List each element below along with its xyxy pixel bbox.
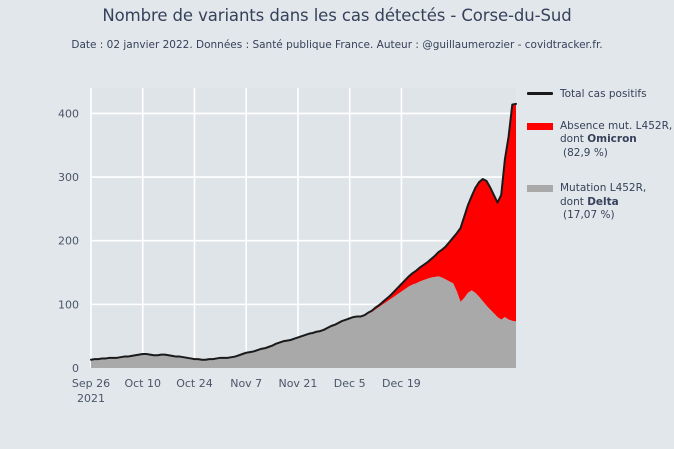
x-axis-tick-label: Sep 26 [72, 377, 110, 390]
x-axis-tick-label: Nov 7 [230, 377, 262, 390]
y-axis-tick-label: 200 [58, 235, 79, 248]
chart-legend: Total cas positifs Absence mut. L452R, d… [527, 88, 674, 235]
legend-swatch-delta [527, 185, 553, 192]
legend-pct-delta: (17,07 %) [563, 209, 615, 221]
legend-label-delta-bold: Delta [587, 195, 619, 208]
legend-label-total: Total cas positifs [560, 88, 647, 100]
x-axis-tick-label: Oct 24 [176, 377, 213, 390]
chart-subtitle: Date : 02 janvier 2022. Données : Santé … [71, 39, 603, 51]
legend-pct-omicron: (82,9 %) [563, 146, 608, 159]
y-axis-tick-label: 300 [58, 171, 79, 184]
page-title: Nombre de variants dans les cas détectés… [102, 6, 572, 25]
legend-label-omicron-line2: dont [560, 133, 588, 145]
legend-label-omicron: Absence mut. L452R, [560, 119, 673, 132]
area-delta [91, 276, 516, 368]
x-axis-tick-label: Nov 21 [278, 377, 317, 390]
x-axis-tick-label: Oct 10 [124, 377, 161, 390]
y-axis-tick-label: 0 [72, 362, 79, 375]
x-axis-tick-label: Dec 19 [382, 377, 421, 390]
y-axis-tick-label: 400 [58, 107, 79, 120]
line-total-cases [90, 102, 517, 361]
legend-label-omicron-bold: Omicron [587, 133, 637, 145]
y-axis-tick-label: 100 [58, 298, 79, 311]
legend-item-omicron[interactable]: Absence mut. L452R, dont Omicron (82,9 %… [527, 120, 674, 161]
x-axis-year-label: 2021 [77, 392, 105, 405]
legend-swatch-total [527, 92, 553, 95]
x-axis-tick-label: Dec 5 [334, 377, 366, 390]
legend-label-delta: Mutation L452R, [560, 182, 647, 194]
legend-item-delta[interactable]: Mutation L452R, dont Delta (17,07 %) [527, 182, 674, 223]
legend-swatch-omicron [527, 122, 553, 130]
legend-label-delta-line2: dont [560, 195, 588, 208]
legend-item-total[interactable]: Total cas positifs [527, 88, 674, 102]
